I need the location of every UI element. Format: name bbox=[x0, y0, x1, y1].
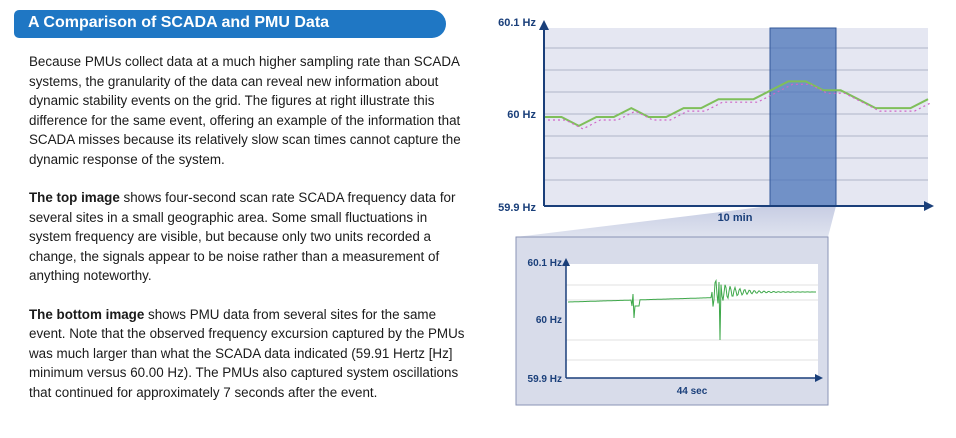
title-banner: A Comparison of SCADA and PMU Data bbox=[14, 10, 446, 38]
pmu-x-axis-arrow bbox=[815, 374, 823, 382]
top-image-paragraph: The top image shows four-second scan rat… bbox=[29, 188, 469, 286]
top-image-text: shows four-second scan rate SCADA freque… bbox=[29, 190, 456, 283]
pmu-frequency-trace bbox=[568, 278, 816, 341]
scada-y-axis-arrow bbox=[539, 20, 549, 30]
scada-gridlines bbox=[544, 47, 928, 181]
pmu-ytick-60-1: 60.1 Hz bbox=[528, 258, 562, 269]
pmu-plot-area bbox=[566, 264, 818, 378]
scada-frequency-trace bbox=[544, 80, 929, 128]
scada-x-axis-arrow bbox=[924, 201, 934, 211]
page-title: A Comparison of SCADA and PMU Data bbox=[28, 14, 330, 31]
zoom-window bbox=[769, 27, 837, 207]
bottom-image-paragraph: The bottom image shows PMU data from sev… bbox=[29, 305, 469, 403]
bottom-image-text: shows PMU data from several sites for th… bbox=[29, 306, 465, 400]
scada-ytick-59-9: 59.9 Hz bbox=[498, 202, 536, 214]
pmu-y-axis-arrow bbox=[562, 258, 570, 266]
scada-ytick-60-1: 60.1 Hz bbox=[498, 17, 536, 29]
intro-paragraph: Because PMUs collect data at a much high… bbox=[29, 54, 461, 167]
scada-ytick-60: 60 Hz bbox=[507, 109, 536, 121]
body-text: Because PMUs collect data at a much high… bbox=[29, 52, 469, 421]
pmu-ytick-59-9: 59.9 Hz bbox=[528, 374, 562, 385]
zoom-projection bbox=[516, 206, 836, 237]
pmu-xlabel: 44 sec bbox=[677, 386, 708, 397]
pmu-ytick-60: 60 Hz bbox=[536, 315, 562, 326]
scada-xlabel: 10 min bbox=[718, 212, 753, 224]
bottom-image-lead: The bottom image bbox=[29, 306, 145, 322]
top-image-lead: The top image bbox=[29, 190, 120, 205]
pmu-gridlines bbox=[566, 284, 818, 361]
